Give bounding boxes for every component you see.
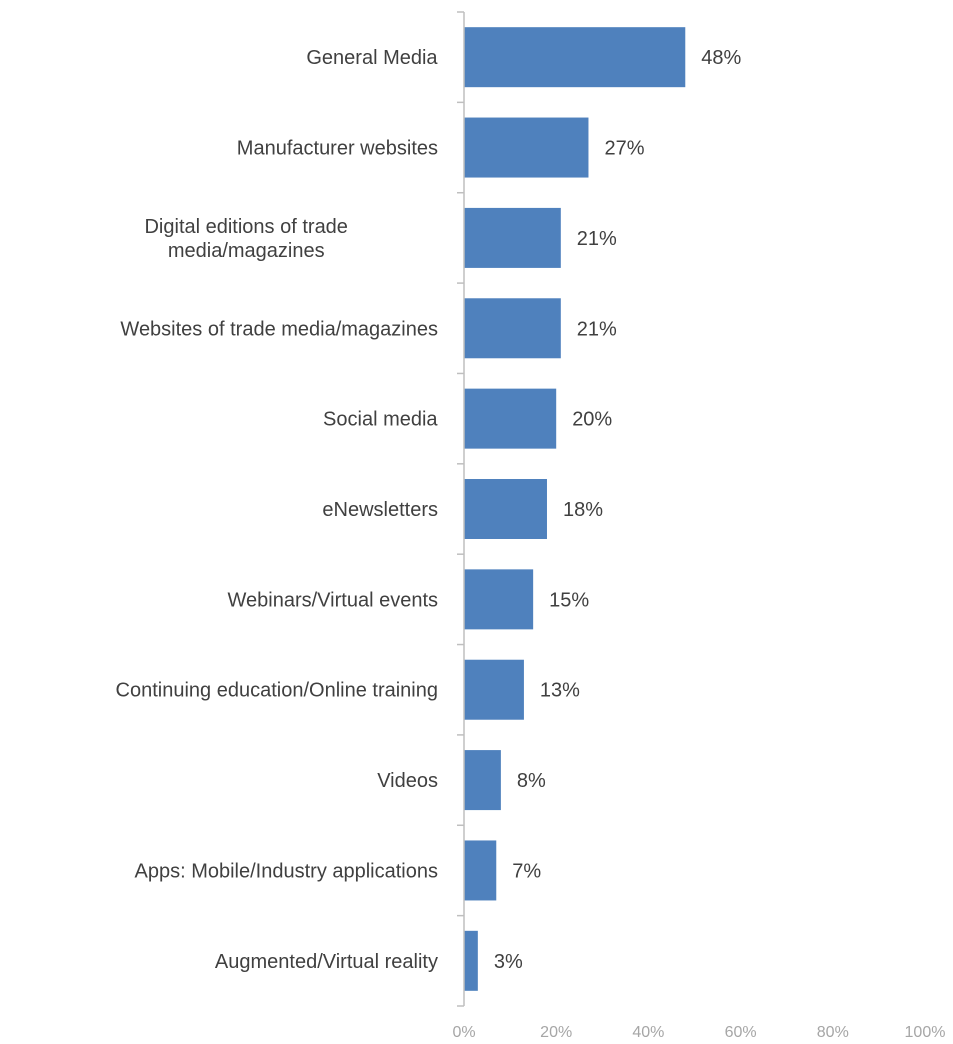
x-tick-label: 100% <box>905 1024 946 1041</box>
bar <box>464 840 497 901</box>
bar-value-label: 3% <box>494 951 523 973</box>
category-label-line: Digital editions of trade <box>144 216 347 238</box>
value-labels-group: 48% 27% 21% 21% 20% 18% 15% 13% 8% 7% 3% <box>494 47 742 973</box>
x-tick-label: 40% <box>632 1024 664 1041</box>
category-label: Augmented/Virtual reality <box>215 951 438 973</box>
category-label: Websites of trade media/magazines <box>120 318 438 340</box>
x-tick-label: 0% <box>452 1024 475 1041</box>
category-label: Digital editions of trade media/magazines <box>144 216 347 262</box>
category-label-line: Manufacturer websites <box>237 138 438 160</box>
bar-value-label: 48% <box>701 47 741 69</box>
bar <box>464 569 534 630</box>
bar <box>464 388 557 449</box>
bar <box>464 659 524 720</box>
x-tick-label: 60% <box>725 1024 757 1041</box>
category-label: eNewsletters <box>322 499 438 521</box>
bar-value-label: 18% <box>563 499 603 521</box>
bar <box>464 298 561 359</box>
bar-value-label: 8% <box>517 770 546 792</box>
category-label: Manufacturer websites <box>237 138 438 160</box>
category-label: Videos <box>377 770 438 792</box>
category-label: Apps: Mobile/Industry applications <box>135 860 439 882</box>
category-label-line: Continuing education/Online training <box>116 680 438 702</box>
bar-value-label: 15% <box>549 589 589 611</box>
category-label-line: Webinars/Virtual events <box>228 589 438 611</box>
x-axis-ticks: 0% 20% 40% 60% 80% 100% <box>452 1024 945 1041</box>
category-label: Social media <box>323 409 438 431</box>
bar <box>464 750 501 811</box>
category-label-line: eNewsletters <box>322 499 438 521</box>
category-label-line: Videos <box>377 770 438 792</box>
category-label: Webinars/Virtual events <box>228 589 438 611</box>
bar <box>464 27 686 88</box>
bar-value-label: 13% <box>540 680 580 702</box>
category-label-line: Augmented/Virtual reality <box>215 951 438 973</box>
bar <box>464 117 589 178</box>
bars-group <box>464 27 686 991</box>
category-labels-group: General Media Manufacturer websites Digita… <box>116 47 439 973</box>
bar <box>464 207 561 268</box>
bar <box>464 930 478 991</box>
y-axis <box>457 11 465 1007</box>
bar <box>464 479 547 539</box>
category-label-line: media/magazines <box>168 240 325 262</box>
category-label-line: Apps: Mobile/Industry applications <box>135 860 439 882</box>
bar-value-label: 21% <box>577 228 617 250</box>
bar-value-label: 20% <box>572 409 612 431</box>
bar-value-label: 21% <box>577 318 617 340</box>
bar-value-label: 7% <box>512 860 541 882</box>
category-label-line: Websites of trade media/magazines <box>120 318 438 340</box>
category-label: General Media <box>306 47 438 69</box>
category-label-line: Social media <box>323 409 438 431</box>
x-tick-label: 20% <box>540 1024 572 1041</box>
bar-value-label: 27% <box>604 138 644 160</box>
category-label-line: General Media <box>306 47 438 69</box>
category-label: Continuing education/Online training <box>116 680 438 702</box>
x-tick-label: 80% <box>817 1024 849 1041</box>
